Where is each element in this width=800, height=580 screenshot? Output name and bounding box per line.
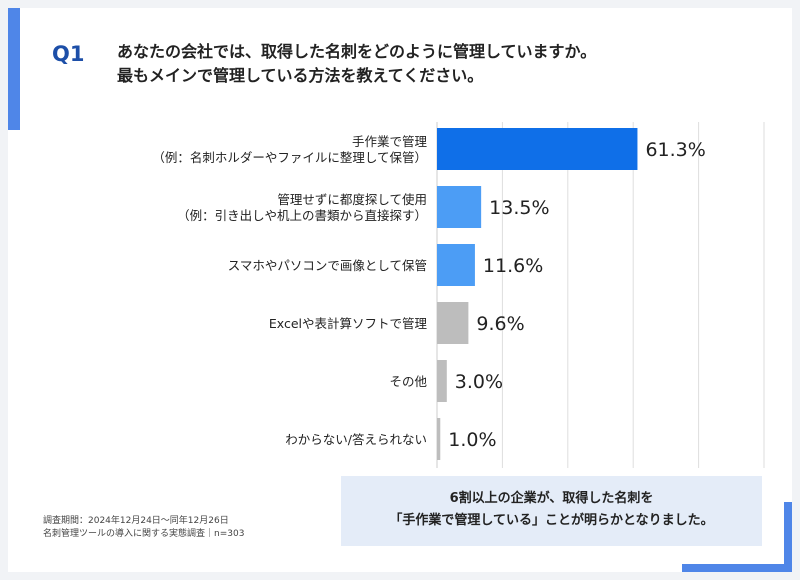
corner-accent-bottom-right [682, 564, 792, 572]
bar-1 [437, 128, 638, 170]
question-line-2: 最もメインで管理している方法を教えてください。 [117, 66, 484, 85]
value-label-6: 1.0% [448, 429, 496, 451]
question-number: Q1 [52, 42, 85, 66]
corner-accent-bottom-right-vertical [784, 502, 792, 572]
callout-line-1: 6割以上の企業が、取得した名刺を [449, 491, 654, 506]
category-label-5-line-1: その他 [389, 374, 427, 389]
callout-line-2: 「手作業で管理している」ことが明らかとなりました。 [389, 513, 714, 528]
footnote-period: 調査期間：2024年12月24日〜同年12月26日 [43, 516, 229, 526]
category-label-3-line-1: スマホやパソコンで画像として保管 [228, 258, 427, 273]
bar-4 [437, 302, 469, 344]
category-label-1-line-2: （例：名刺ホルダーやファイルに整理して保管） [152, 150, 427, 165]
summary-callout: 6割以上の企業が、取得した名刺を 「手作業で管理している」ことが明らかとなりまし… [341, 476, 762, 546]
value-label-2: 13.5% [489, 197, 549, 219]
bar-chart: 61.3% 手作業で管理（例：名刺ホルダーやファイルに整理して保管） 13.5% 管理… [152, 122, 765, 468]
category-label-1-line-1: 手作業で管理 [352, 134, 428, 149]
question-line-1: あなたの会社では、取得した名刺をどのように管理していますか。 [117, 42, 597, 61]
bar-3 [437, 244, 475, 286]
bar-5 [437, 360, 447, 402]
category-label-4-line-1: Excelや表計算ソフトで管理 [269, 316, 428, 331]
category-label-6-line-1: わからない/答えられない [285, 432, 427, 447]
value-label-3: 11.6% [483, 255, 543, 277]
corner-accent-top-left [8, 8, 20, 130]
question-text: あなたの会社では、取得した名刺をどのように管理していますか。 最もメインで管理し… [117, 40, 596, 88]
value-label-1: 61.3% [645, 139, 705, 161]
category-label-2-line-2: （例：引き出しや机上の書類から直接探す） [177, 208, 427, 223]
value-label-5: 3.0% [455, 371, 503, 393]
category-label-2-line-1: 管理せずに都度探して使用 [277, 192, 427, 207]
footnote-survey: 名刺管理ツールの導入に関する実態調査｜n=303 [43, 529, 245, 539]
bar-2 [437, 186, 482, 228]
value-label-4: 9.6% [476, 313, 524, 335]
bar-6 [437, 418, 441, 460]
survey-footnote: 調査期間：2024年12月24日〜同年12月26日 名刺管理ツールの導入に関する… [43, 515, 244, 541]
